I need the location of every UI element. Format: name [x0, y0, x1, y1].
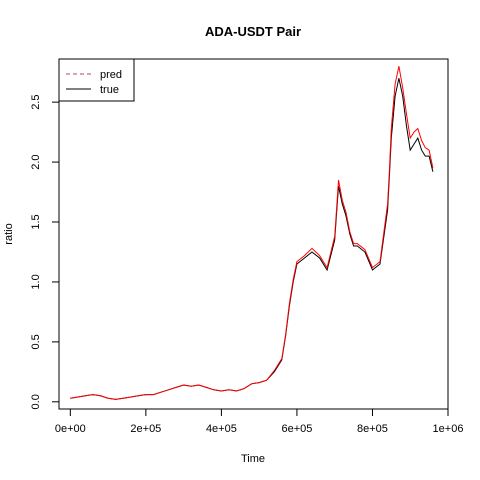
y-tick-label: 1.0: [30, 274, 42, 289]
legend-box: [58, 58, 135, 102]
y-tick-label: 0.0: [30, 394, 42, 409]
y-tick-label: 0.5: [30, 334, 42, 349]
x-axis: 0e+00 2e+05 4e+05 6e+05 8e+05 1e+06: [55, 409, 464, 435]
series-line-pred: [70, 66, 434, 400]
x-tick-label: 0e+00: [55, 423, 86, 435]
chart-title: ADA-USDT Pair: [205, 24, 301, 39]
legend-true-label: true: [100, 84, 119, 96]
legend: pred true: [58, 58, 135, 102]
y-tick-label: 2.5: [30, 95, 42, 110]
plot-frame: [58, 58, 449, 410]
x-tick-label: 4e+05: [206, 423, 237, 435]
x-tick-label: 6e+05: [281, 423, 312, 435]
legend-pred-label: pred: [100, 69, 122, 81]
y-tick-label: 1.5: [30, 214, 42, 229]
x-tick-label: 2e+05: [130, 423, 161, 435]
x-axis-label: Time: [241, 453, 265, 465]
y-axis: 0.0 0.5 1.0 1.5 2.0 2.5: [30, 95, 59, 409]
y-axis-label: ratio: [3, 223, 15, 244]
x-tick-label: 8e+05: [357, 423, 388, 435]
plot-lines: [70, 66, 434, 400]
y-tick-label: 2.0: [30, 154, 42, 169]
x-tick-label: 1e+06: [433, 423, 464, 435]
